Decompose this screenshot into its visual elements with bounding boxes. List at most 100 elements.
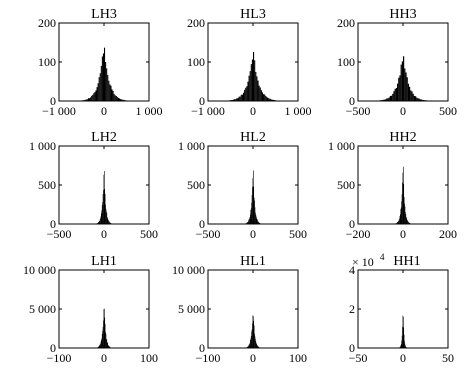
histogram-bar (260, 90, 262, 101)
subplot-title: LH2 (91, 130, 117, 145)
histogram-bar (407, 83, 409, 101)
x-tick-label: 1 000 (285, 104, 312, 118)
histogram-bar (258, 222, 260, 224)
histogram-bar (99, 73, 101, 101)
histogram-bar (256, 345, 258, 348)
histogram-bar (84, 99, 86, 101)
histogram-bar (407, 221, 409, 224)
histogram-bar (403, 327, 404, 348)
histogram-bar (255, 340, 257, 348)
histogram-bar (269, 98, 271, 101)
histogram-bar (109, 84, 111, 101)
histogram-bar (107, 219, 109, 224)
histogram-bar (110, 85, 112, 101)
histogram-bar (238, 96, 240, 101)
histogram-bar (409, 86, 411, 101)
histogram-bar (115, 96, 117, 101)
histogram-bar (106, 212, 108, 224)
histogram-bar (250, 335, 252, 348)
histogram-bar (109, 222, 111, 224)
histogram-bar (108, 345, 109, 348)
histogram-bar (85, 99, 87, 101)
histogram-bar (255, 216, 257, 224)
histogram-bar (255, 342, 257, 348)
histogram-bar (103, 320, 104, 348)
histogram-bar (244, 89, 246, 101)
histogram-bar (122, 99, 124, 101)
histogram-bar (232, 99, 235, 101)
histogram-bar (252, 315, 254, 348)
histogram-bar (401, 194, 403, 224)
histogram-bar (422, 99, 424, 101)
histogram-bar (107, 74, 109, 101)
histogram-bar (111, 89, 113, 101)
histogram-bar (398, 219, 400, 224)
y-tick-label: 5 000 (178, 302, 205, 316)
histogram-bar (398, 220, 399, 224)
histogram-bar (397, 83, 399, 101)
histogram-bar (405, 345, 406, 348)
histogram-bar (402, 315, 404, 348)
histogram-bar (251, 331, 252, 348)
histogram-bar (257, 346, 259, 348)
histogram-bar (95, 90, 97, 101)
histogram-bar (398, 77, 400, 101)
histogram-bar (421, 99, 423, 101)
histogram-bar (411, 91, 413, 101)
histogram-bar (123, 99, 125, 101)
histogram-bar (99, 220, 100, 224)
histogram-bar (248, 220, 249, 224)
histogram-bar (267, 97, 269, 101)
histogram-bar (387, 98, 389, 101)
histogram-bar (234, 99, 236, 101)
y-tick-label: 100 (337, 55, 355, 69)
histogram-bar (105, 208, 107, 224)
histogram-bar (251, 329, 253, 348)
histogram-bar (391, 95, 393, 101)
histogram-bar (110, 222, 111, 224)
histogram-bar (101, 338, 103, 348)
histogram-bar (236, 98, 238, 101)
histogram-bar (270, 99, 272, 101)
histogram-bar (257, 345, 258, 348)
histogram-bar (418, 98, 420, 101)
histogram-bar (99, 219, 101, 224)
histogram-bar (256, 219, 258, 224)
x-tick-label: −100 (196, 351, 221, 365)
histogram-bar (394, 88, 396, 101)
histogram-bar (403, 197, 405, 224)
histogram-bar (401, 201, 402, 224)
histogram-bar (98, 346, 99, 348)
histogram-bar (412, 93, 414, 101)
y-tick-label: 500 (337, 178, 355, 192)
y-tick-label: 0 (50, 94, 56, 108)
histogram-bar (252, 178, 254, 224)
histogram-bar (407, 220, 408, 224)
y-multiplier: × 10 (352, 255, 374, 269)
histogram-bar (258, 85, 260, 101)
histogram-bar (266, 97, 268, 101)
histogram-bar (249, 71, 251, 101)
histogram-bar (98, 222, 99, 224)
histogram-bar (405, 212, 406, 224)
histogram-bar (103, 309, 105, 348)
histogram-bar (113, 94, 115, 101)
histogram-bar (256, 218, 257, 224)
histogram-bar (410, 90, 412, 101)
subplot-title: HL2 (240, 130, 266, 145)
y-tick-label: 0 (199, 217, 205, 231)
histogram-bar (100, 218, 101, 224)
histogram-bar (259, 87, 261, 101)
histogram-bar (400, 64, 402, 101)
histogram-bar (401, 344, 402, 348)
histogram-bar (241, 94, 243, 101)
histogram-bar (255, 214, 257, 224)
x-tick-label: −500 (196, 227, 221, 241)
histogram-bar (386, 98, 388, 101)
histogram-bar (102, 326, 104, 348)
histogram-bar (253, 186, 255, 224)
histogram-bar (102, 193, 104, 224)
